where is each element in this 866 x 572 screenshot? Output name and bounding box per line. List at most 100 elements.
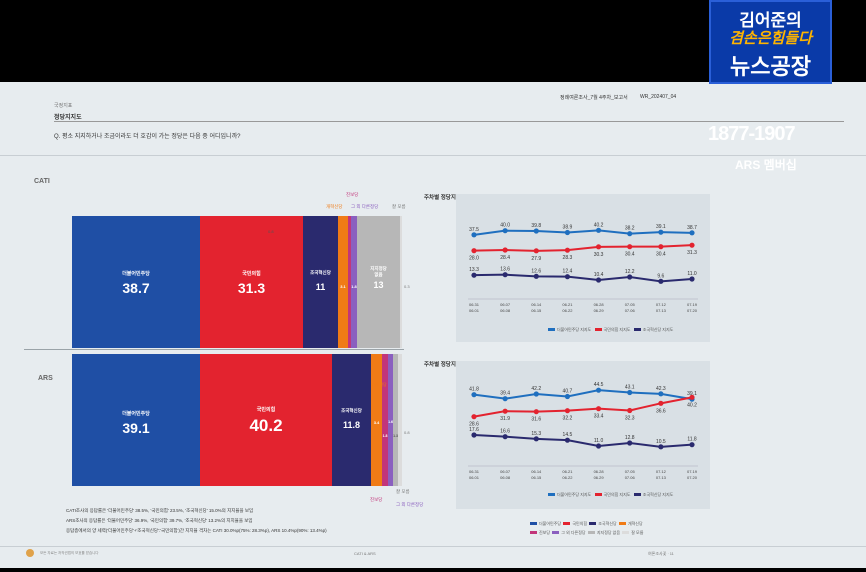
ars-label-ppp: 28.6 — [469, 422, 479, 428]
cati-none-value: 13 — [373, 280, 384, 290]
cati-label-rebuild: 13.3 — [469, 267, 479, 273]
cati-label-ppp: 31.3 — [687, 250, 697, 256]
cati-x-tick: 06.08 — [500, 308, 511, 313]
ars-point-ppp — [564, 408, 571, 414]
cati-label-dem: 38.2 — [625, 226, 635, 232]
cati-point-rebuild — [658, 278, 664, 284]
ars-dem-label: 더불어민주당 — [122, 411, 150, 417]
ars-point-dem — [502, 396, 508, 402]
ars-point-rebuild — [533, 436, 539, 442]
cati-x-tick: 07.05 — [625, 302, 636, 307]
cati-bar-ppp: 국민의힘 31.3 — [200, 216, 303, 348]
cati-x-tick: 06.22 — [562, 308, 573, 313]
ars-point-dem — [658, 391, 664, 397]
cati-label-dem: 40.0 — [500, 223, 510, 229]
ars-rebuild-value: 11.8 — [342, 420, 361, 430]
ars-reform-callout: 개혁신당 — [372, 382, 387, 387]
cati-label: CATI — [34, 178, 50, 185]
ars-membership-caption: ARS 멤버십 — [735, 158, 797, 172]
ars-label-dem: 41.8 — [469, 387, 479, 393]
cati-point-ppp — [564, 247, 571, 253]
cati-x-tick: 06.15 — [531, 308, 542, 313]
cati-label-ppp: 30.3 — [594, 252, 604, 258]
report-name: 정례여론조사_7월 4주차_보고서 — [560, 95, 628, 101]
cati-point-rebuild — [595, 277, 602, 283]
cati-bar-none: 지지정당 없음 13 — [357, 216, 400, 348]
ars-point-dem — [627, 389, 633, 396]
ars-label-ppp: 31.6 — [531, 417, 541, 423]
cati-point-dem — [533, 228, 539, 234]
ars-x-tick: 06.31 — [469, 469, 480, 474]
cati-point-rebuild — [533, 273, 539, 279]
ars-label-dem: 43.1 — [625, 385, 635, 391]
ars-point-ppp — [595, 406, 602, 412]
cati-label-rebuild: 12.4 — [563, 269, 573, 275]
ars-label-rebuild: 17.6 — [469, 427, 479, 433]
ars-bar-dem: 더불어민주당 39.1 — [72, 354, 200, 486]
ars-x-tick: 06.07 — [500, 469, 511, 474]
cati-line-ppp — [473, 244, 693, 252]
cati-label-ppp: 28.3 — [563, 255, 573, 261]
ars-progress-value: 1.8 — [382, 434, 388, 438]
cati-point-dem — [627, 231, 633, 237]
cati-point-ppp — [658, 244, 664, 250]
ars-x-tick: 06.14 — [531, 469, 542, 474]
cati-bar-unknown — [400, 216, 402, 348]
ars-bar-other: 1.6 — [388, 354, 393, 486]
cati-label-ppp: 30.4 — [656, 252, 666, 258]
ars-point-rebuild — [502, 434, 508, 440]
cati-x-tick: 07.13 — [656, 308, 667, 313]
ars-label-dem: 39.4 — [500, 391, 510, 397]
ars-bar-chart: 더불어민주당 39.1 국민의힘 40.2 조국혁신당 11.8 3.4 1.8… — [72, 354, 402, 486]
ars-point-rebuild — [471, 432, 477, 438]
cati-bar-reform: 3.1 — [338, 216, 348, 348]
cati-label-dem: 39.1 — [656, 224, 666, 230]
cati-point-dem — [471, 232, 477, 238]
ars-bar-progress: 1.8 — [382, 354, 388, 486]
cati-point-rebuild — [627, 274, 633, 280]
cati-x-tick: 07.12 — [656, 302, 667, 307]
cati-reform-callout: 개혁신당 — [326, 204, 343, 209]
cati-point-rebuild — [564, 274, 571, 280]
cati-label-rebuild: 9.6 — [657, 273, 664, 279]
cati-trend-panel: 06.31 06.01 06.07 06.08 06.14 06.15 06.21 06.22… — [456, 194, 710, 342]
ars-x-tick: 06.29 — [594, 475, 605, 480]
ars-ppp-label: 국민의힘 — [256, 407, 276, 413]
cati-rebuild-value: 11 — [315, 282, 326, 292]
cati-unknown-callout: 잘 모름 — [392, 204, 406, 209]
cati-x-tick: 06.07 — [500, 302, 511, 307]
ars-point-rebuild — [564, 437, 571, 443]
cati-jinbo-callout: 진보당 — [346, 192, 359, 197]
cati-label-rebuild: 12.2 — [625, 269, 635, 275]
ars-x-tick: 06.08 — [500, 475, 511, 480]
note-3: 응답층에서의 양 세력('더불어민주당'+'조국혁신당':'국민의힘')간 지지… — [66, 528, 327, 533]
footer-center: CATI & ARS — [354, 551, 376, 556]
ars-label-ppp: 32.2 — [563, 416, 573, 422]
ars-label-dem: 39.1 — [687, 391, 697, 397]
footer-divider — [0, 546, 866, 547]
cati-label-ppp: 30.4 — [625, 252, 635, 258]
cati-other-value: 1.8 — [351, 284, 357, 289]
ars-dem-value: 39.1 — [122, 420, 150, 436]
ars-x-tick: 07.06 — [625, 475, 636, 480]
ars-jinbo-callout: 진보당 — [370, 497, 383, 502]
ars-label-ppp: 33.4 — [594, 414, 604, 420]
cati-label-ppp: 28.4 — [500, 255, 510, 261]
cati-x-tick: 07.19 — [687, 302, 698, 307]
cati-label-dem: 37.5 — [469, 227, 479, 233]
cati-reform-value: 3.1 — [340, 284, 346, 289]
cati-label-ppp: 27.9 — [531, 256, 541, 262]
cati-label-ppp: 28.0 — [469, 256, 479, 262]
ars-label-rebuild: 11.8 — [687, 437, 697, 443]
cati-point-ppp — [595, 244, 602, 250]
content-divider — [0, 155, 866, 156]
cati-x-tick: 06.01 — [469, 308, 480, 313]
ars-none-value: 1.3 — [393, 434, 398, 438]
section-label: 국정지표 — [54, 103, 73, 109]
cati-x-tick: 06.14 — [531, 302, 542, 307]
cati-ppp-label: 국민의힘 — [242, 271, 261, 277]
cati-dem-label: 더불어민주당 — [122, 271, 150, 277]
ars-x-tick: 06.01 — [469, 475, 480, 480]
ars-bar-reform: 3.4 — [371, 354, 382, 486]
